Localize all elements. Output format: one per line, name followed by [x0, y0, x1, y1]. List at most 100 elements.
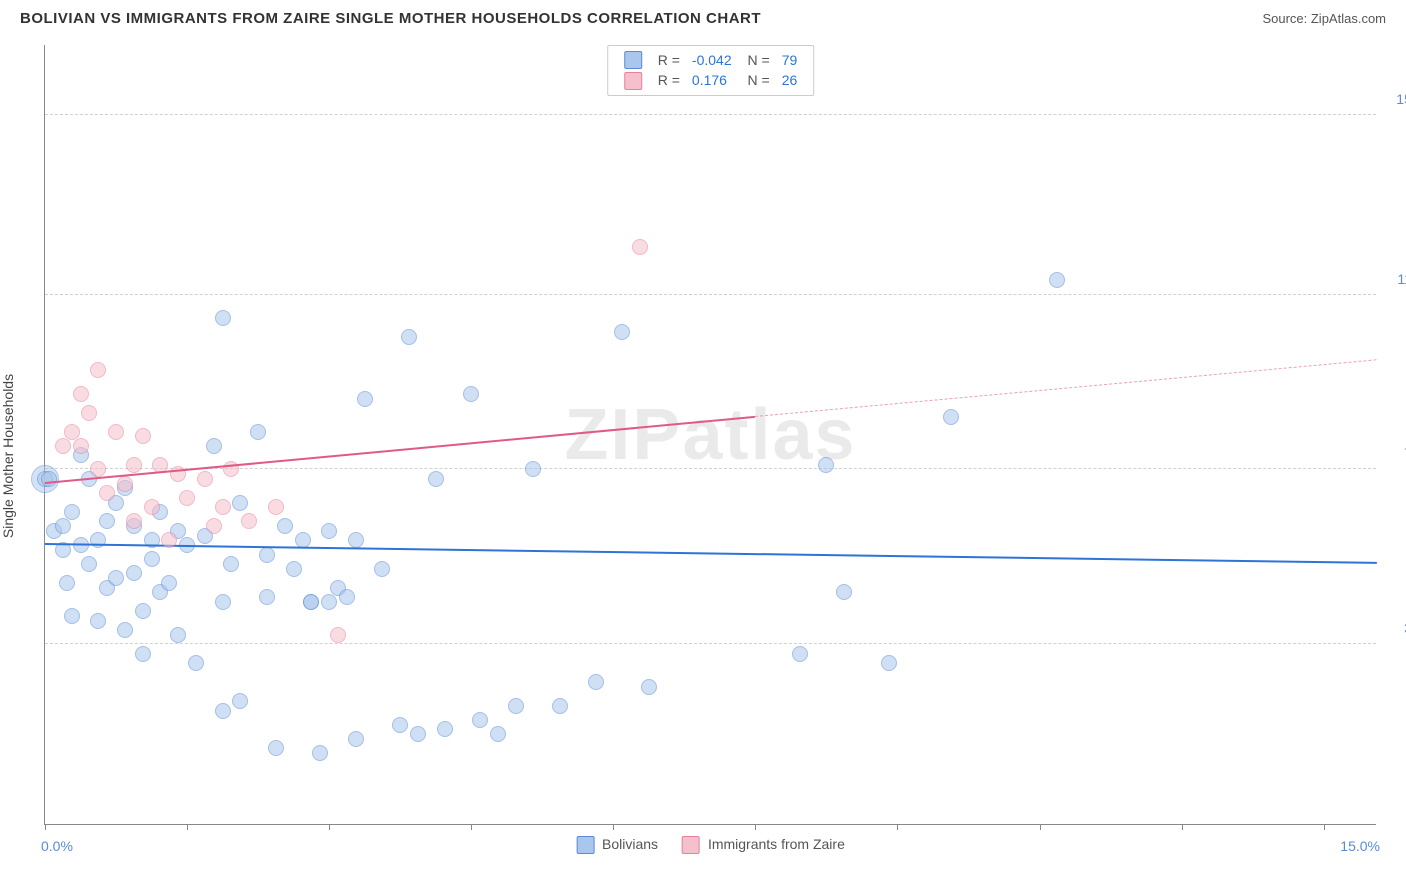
r-label: R = — [652, 50, 686, 70]
gridline — [45, 294, 1376, 295]
gridline — [45, 114, 1376, 115]
data-point — [41, 471, 57, 487]
swatch-bolivians — [624, 51, 642, 69]
data-point — [490, 726, 506, 742]
legend-label: Bolivians — [602, 836, 658, 852]
data-point — [232, 693, 248, 709]
chart-source: Source: ZipAtlas.com — [1262, 11, 1386, 26]
n-value-zaire: 26 — [776, 70, 804, 90]
data-point — [943, 409, 959, 425]
data-point — [135, 646, 151, 662]
data-point — [401, 329, 417, 345]
r-value-bolivians: -0.042 — [686, 50, 738, 70]
data-point — [259, 589, 275, 605]
data-point — [170, 627, 186, 643]
data-point — [286, 561, 302, 577]
data-point — [126, 565, 142, 581]
data-point — [312, 745, 328, 761]
r-value-zaire: 0.176 — [686, 70, 738, 90]
data-point — [881, 655, 897, 671]
data-point — [303, 594, 319, 610]
x-tick — [329, 824, 330, 830]
n-value-bolivians: 79 — [776, 50, 804, 70]
chart-container: Single Mother Households ZIPatlas R = -0… — [0, 33, 1406, 863]
x-tick — [613, 824, 614, 830]
chart-header: BOLIVIAN VS IMMIGRANTS FROM ZAIRE SINGLE… — [0, 0, 1406, 33]
legend-label: Immigrants from Zaire — [708, 836, 845, 852]
data-point — [552, 698, 568, 714]
y-tick-label: 15.0% — [1381, 91, 1406, 107]
data-point — [792, 646, 808, 662]
data-point — [508, 698, 524, 714]
data-point — [55, 438, 71, 454]
stats-legend: R = -0.042 N = 79 R = 0.176 N = 26 — [607, 45, 815, 96]
data-point — [64, 504, 80, 520]
data-point — [463, 386, 479, 402]
n-label: N = — [738, 70, 776, 90]
data-point — [117, 476, 133, 492]
swatch-zaire — [624, 72, 642, 90]
data-point — [215, 594, 231, 610]
data-point — [232, 495, 248, 511]
r-label: R = — [652, 70, 686, 90]
y-tick-label: 7.5% — [1381, 445, 1406, 461]
data-point — [241, 513, 257, 529]
data-point — [90, 461, 106, 477]
data-point — [588, 674, 604, 690]
data-point — [179, 490, 195, 506]
data-point — [108, 570, 124, 586]
data-point — [632, 239, 648, 255]
watermark: ZIPatlas — [564, 394, 856, 476]
data-point — [321, 523, 337, 539]
x-tick — [187, 824, 188, 830]
data-point — [64, 608, 80, 624]
data-point — [73, 438, 89, 454]
gridline — [45, 643, 1376, 644]
data-point — [614, 324, 630, 340]
trend-line — [45, 415, 756, 483]
data-point — [836, 584, 852, 600]
data-point — [472, 712, 488, 728]
y-axis-label: Single Mother Households — [0, 374, 16, 538]
trend-line-extrapolated — [755, 360, 1377, 418]
data-point — [348, 731, 364, 747]
data-point — [223, 556, 239, 572]
y-tick-label: 11.2% — [1381, 271, 1406, 287]
data-point — [357, 391, 373, 407]
data-point — [277, 518, 293, 534]
data-point — [81, 556, 97, 572]
stats-row-zaire: R = 0.176 N = 26 — [618, 70, 804, 90]
x-tick — [755, 824, 756, 830]
data-point — [135, 428, 151, 444]
data-point — [374, 561, 390, 577]
legend-item-bolivians: Bolivians — [576, 836, 658, 854]
legend-item-zaire: Immigrants from Zaire — [682, 836, 845, 854]
n-label: N = — [738, 50, 776, 70]
data-point — [99, 513, 115, 529]
trend-line — [45, 543, 1377, 564]
x-tick — [1324, 824, 1325, 830]
data-point — [392, 717, 408, 733]
data-point — [81, 405, 97, 421]
data-point — [268, 740, 284, 756]
data-point — [73, 386, 89, 402]
data-point — [215, 310, 231, 326]
data-point — [641, 679, 657, 695]
data-point — [339, 589, 355, 605]
data-point — [437, 721, 453, 737]
x-tick — [1040, 824, 1041, 830]
data-point — [90, 532, 106, 548]
data-point — [117, 622, 133, 638]
x-tick — [45, 824, 46, 830]
data-point — [215, 499, 231, 515]
data-point — [126, 513, 142, 529]
data-point — [215, 703, 231, 719]
data-point — [206, 438, 222, 454]
data-point — [197, 471, 213, 487]
data-point — [108, 424, 124, 440]
data-point — [90, 362, 106, 378]
data-point — [428, 471, 444, 487]
data-point — [59, 575, 75, 591]
data-point — [259, 547, 275, 563]
gridline — [45, 468, 1376, 469]
